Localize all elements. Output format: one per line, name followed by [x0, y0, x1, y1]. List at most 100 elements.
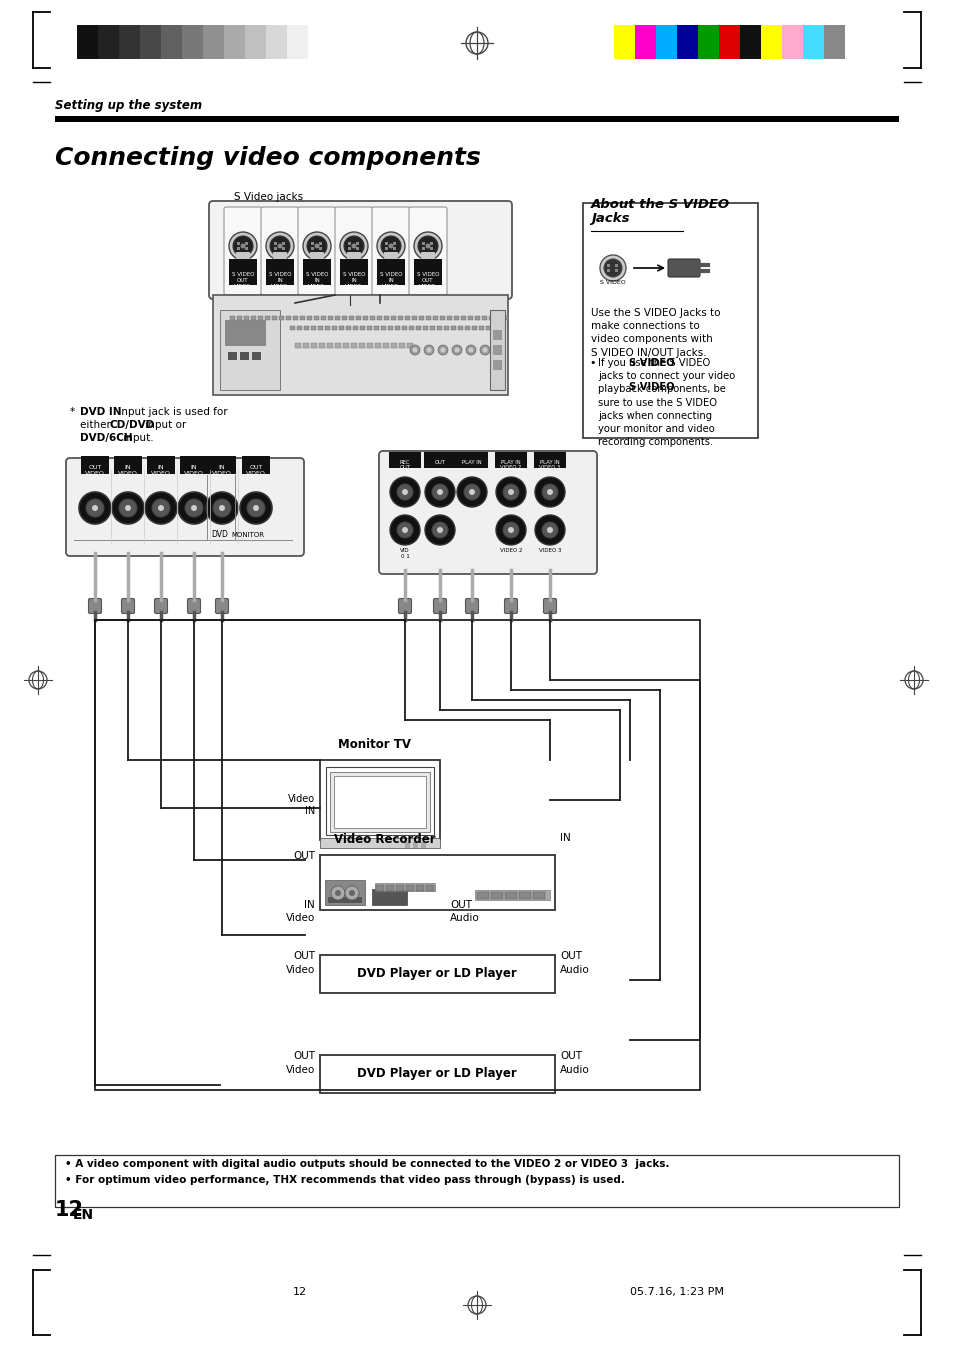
Text: If you use the S VIDEO
jacks to connect your video
playback components, be
sure : If you use the S VIDEO jacks to connect … — [598, 358, 735, 447]
Bar — [363, 316, 368, 320]
Circle shape — [240, 492, 272, 524]
Circle shape — [452, 345, 461, 355]
Text: DVD/6CH: DVD/6CH — [80, 434, 132, 443]
Text: S Video jacks: S Video jacks — [233, 192, 303, 203]
Bar — [319, 855, 555, 911]
Bar — [339, 259, 368, 285]
Bar — [472, 326, 476, 330]
Circle shape — [125, 505, 131, 511]
Bar — [245, 242, 248, 245]
Text: DVD Player or LD Player: DVD Player or LD Player — [356, 967, 517, 981]
Circle shape — [277, 243, 282, 249]
Bar — [274, 242, 277, 245]
Bar — [375, 343, 380, 349]
Bar — [147, 457, 174, 474]
Bar — [412, 316, 416, 320]
Bar — [502, 316, 507, 320]
Bar — [224, 26, 245, 59]
Text: Video: Video — [286, 965, 314, 975]
Bar — [475, 316, 479, 320]
Circle shape — [345, 886, 358, 900]
Text: Audio: Audio — [559, 965, 589, 975]
Bar — [433, 316, 437, 320]
FancyBboxPatch shape — [66, 458, 304, 557]
Text: IN
VIDEO: IN VIDEO — [118, 465, 138, 476]
Bar — [356, 242, 359, 245]
Circle shape — [456, 477, 486, 507]
Bar — [401, 326, 407, 330]
Bar — [395, 885, 403, 892]
FancyBboxPatch shape — [409, 207, 447, 295]
Text: Video: Video — [286, 913, 314, 923]
Circle shape — [507, 527, 514, 534]
Bar — [607, 269, 610, 272]
Bar — [328, 897, 361, 902]
Bar — [740, 26, 760, 59]
Text: S VIDEO
IN
VIDEO: S VIDEO IN VIDEO — [305, 272, 328, 289]
Bar — [380, 326, 386, 330]
FancyBboxPatch shape — [335, 207, 373, 295]
Bar — [607, 263, 610, 266]
FancyBboxPatch shape — [89, 598, 101, 613]
Text: 12: 12 — [293, 1288, 307, 1297]
Text: VID
0 1: VID 0 1 — [399, 549, 410, 559]
Circle shape — [482, 347, 487, 353]
Circle shape — [349, 890, 355, 896]
Text: PLAY IN
VIDEO 2: PLAY IN VIDEO 2 — [499, 459, 521, 470]
Bar — [358, 343, 365, 349]
Text: Video
IN: Video IN — [288, 794, 314, 816]
Circle shape — [307, 236, 327, 255]
Text: IN
VIDEO: IN VIDEO — [212, 465, 232, 476]
Bar — [495, 453, 526, 467]
Text: S VIDEO
OUT
VIDEO: S VIDEO OUT VIDEO — [232, 272, 254, 289]
Text: IN
VIDEO: IN VIDEO — [151, 465, 171, 476]
Circle shape — [380, 236, 400, 255]
Circle shape — [496, 515, 525, 544]
Text: S VIDEO
IN
VIDEO: S VIDEO IN VIDEO — [269, 272, 291, 289]
FancyBboxPatch shape — [398, 598, 411, 613]
Bar — [229, 259, 256, 285]
Circle shape — [145, 492, 177, 524]
Bar — [451, 326, 456, 330]
Bar — [422, 242, 425, 245]
Circle shape — [390, 515, 419, 544]
Bar — [382, 343, 389, 349]
Circle shape — [496, 477, 525, 507]
Circle shape — [335, 890, 340, 896]
Circle shape — [213, 499, 231, 517]
Bar — [290, 326, 294, 330]
Circle shape — [468, 347, 473, 353]
Bar — [314, 316, 318, 320]
Circle shape — [502, 521, 518, 538]
Bar — [475, 890, 550, 900]
Bar — [406, 885, 414, 892]
Text: Use the S VIDEO Jacks to
make connections to
video components with
S VIDEO IN/OU: Use the S VIDEO Jacks to make connection… — [590, 308, 720, 358]
Circle shape — [414, 232, 441, 259]
Text: input or: input or — [142, 420, 186, 430]
Bar — [343, 343, 349, 349]
Bar — [376, 316, 381, 320]
Bar — [307, 316, 312, 320]
Bar — [698, 26, 719, 59]
Bar — [55, 116, 898, 122]
Circle shape — [417, 236, 437, 255]
FancyBboxPatch shape — [297, 207, 335, 295]
Bar — [407, 343, 413, 349]
Bar — [398, 343, 405, 349]
Circle shape — [266, 232, 294, 259]
Circle shape — [426, 347, 431, 353]
Bar — [236, 316, 242, 320]
Bar — [303, 343, 309, 349]
Bar — [375, 885, 384, 892]
Circle shape — [432, 521, 448, 538]
Bar — [393, 242, 396, 245]
Bar — [312, 246, 314, 250]
Bar — [493, 330, 501, 340]
Circle shape — [454, 347, 459, 353]
Text: IN: IN — [559, 834, 570, 843]
Bar — [237, 242, 240, 245]
Bar — [386, 885, 394, 892]
Bar — [317, 326, 323, 330]
Bar — [242, 457, 270, 474]
Bar — [422, 326, 428, 330]
